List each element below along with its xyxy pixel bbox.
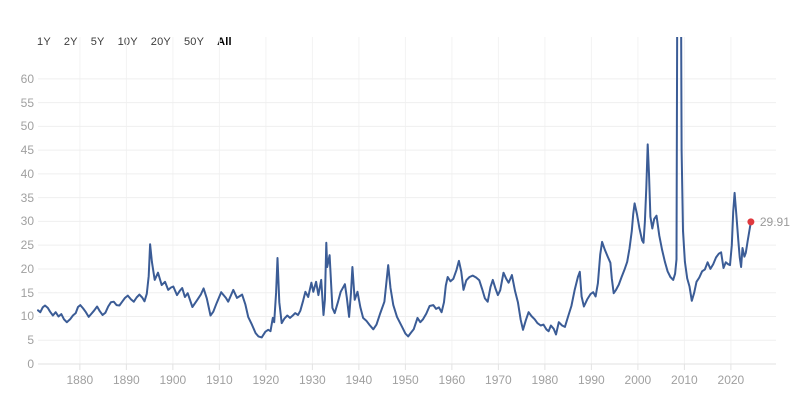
y-tick-label: 0: [27, 357, 34, 371]
current-value-label: 29.91: [759, 214, 790, 229]
x-tick-label: 1960: [438, 373, 466, 387]
x-tick-label: 1940: [345, 373, 373, 387]
y-tick-label: 45: [20, 143, 34, 158]
y-tick-label: 40: [20, 166, 34, 181]
x-tick-label: 1900: [159, 373, 187, 387]
y-tick-label: 25: [20, 238, 34, 253]
range-option-50y[interactable]: 50Y: [183, 36, 205, 48]
y-tick-label: 5: [27, 333, 34, 348]
x-tick-label: 1990: [578, 373, 605, 387]
x-tick-label: 1880: [66, 373, 94, 387]
y-tick-label: 10: [20, 309, 34, 324]
x-tick-label: 2010: [671, 373, 698, 387]
y-tick-label: 60: [20, 71, 34, 86]
x-tick-label: 1930: [299, 373, 326, 387]
current-value-dot: [747, 218, 755, 226]
range-option-1y[interactable]: 1Y: [37, 36, 51, 48]
x-tick-label: 1910: [206, 373, 233, 387]
range-selector: 1Y 2Y 5Y 10Y 20Y 50Y All: [37, 36, 232, 48]
x-tick-label: 1980: [531, 373, 559, 387]
y-tick-label: 50: [20, 119, 34, 134]
y-tick-label: 35: [20, 190, 34, 205]
y-tick-label: 30: [20, 214, 34, 229]
x-tick-label: 2020: [717, 373, 745, 387]
y-tick-label: 55: [20, 95, 34, 110]
x-tick-label: 1890: [112, 373, 140, 387]
range-option-2y[interactable]: 2Y: [63, 36, 78, 48]
x-tick-label: 1920: [252, 373, 280, 387]
y-tick-label: 20: [20, 261, 34, 276]
x-tick-label: 1970: [485, 373, 512, 387]
range-option-10y[interactable]: 10Y: [117, 36, 138, 48]
y-tick-label: 15: [20, 285, 34, 300]
range-option-5y[interactable]: 5Y: [90, 36, 105, 48]
pe-ratio-line: [37, 37, 752, 339]
range-option-all[interactable]: All: [217, 36, 232, 48]
x-tick-label: 1950: [392, 373, 419, 387]
range-option-20y[interactable]: 20Y: [150, 36, 171, 48]
x-tick-label: 2000: [624, 373, 652, 387]
